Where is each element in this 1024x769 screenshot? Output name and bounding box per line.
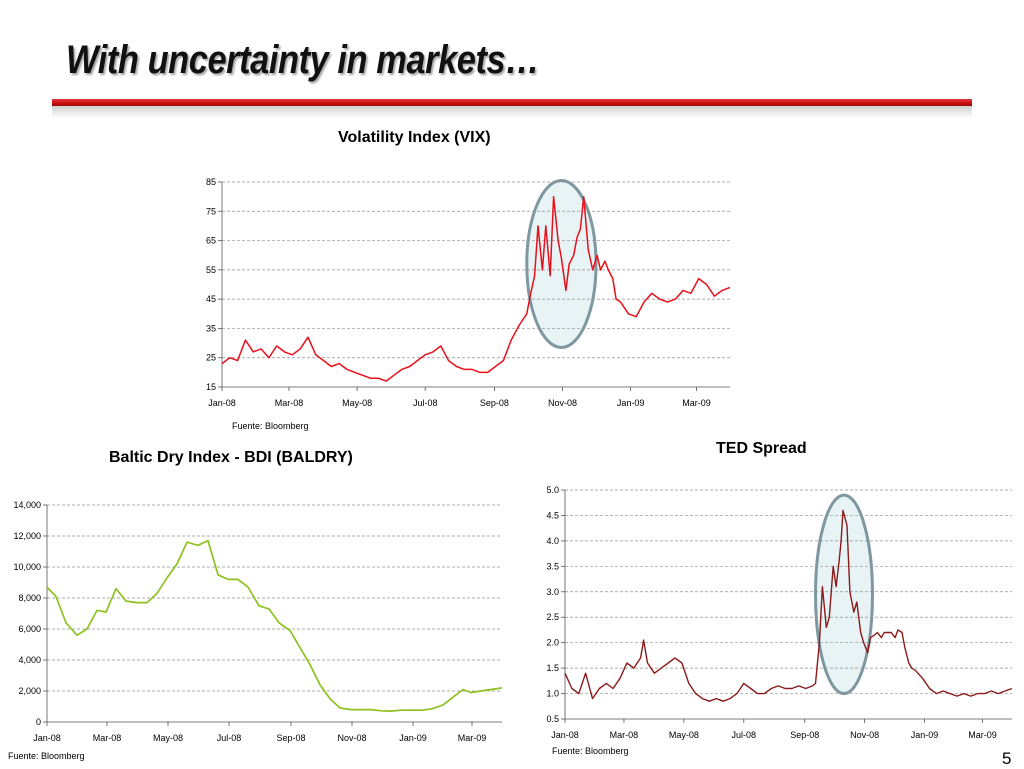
vix-xtick-label: Mar-08	[275, 398, 304, 408]
bdi-ytick-label: 8,000	[18, 593, 41, 603]
vix-xtick-label: Sep-08	[480, 398, 509, 408]
ted-ytick-label: 1.5	[546, 663, 559, 673]
ted-chart-title: TED Spread	[716, 440, 807, 457]
ted-ytick-label: 3.0	[546, 587, 559, 597]
vix-ytick-label: 55	[206, 265, 216, 275]
bdi-ytick-label: 2,000	[18, 686, 41, 696]
ted-series-line	[564, 509, 1013, 702]
ted-ytick-label: 4.0	[546, 536, 559, 546]
ted-ytick-label: 0.5	[546, 714, 559, 724]
vix-series-line	[221, 195, 731, 382]
vix-ytick-label: 15	[206, 382, 216, 392]
bdi-ytick-label: 10,000	[13, 562, 41, 572]
vix-ytick-label: 85	[206, 177, 216, 187]
bdi-ytick-label: 14,000	[13, 500, 41, 510]
vix-xtick-label: Nov-08	[548, 398, 577, 408]
bdi-xtick-label: May-08	[153, 733, 183, 743]
bdi-chart-title: Baltic Dry Index - BDI (BALDRY)	[109, 449, 353, 466]
bdi-xtick-label: Sep-08	[276, 733, 305, 743]
page-number: 5	[1002, 749, 1012, 768]
bdi-ytick-label: 12,000	[13, 531, 41, 541]
ted-xtick-label: Sep-08	[790, 730, 819, 740]
vix-source-note: Fuente: Bloomberg	[232, 421, 309, 431]
ted-ytick-label: 1.0	[546, 689, 559, 699]
bdi-ytick-label: 4,000	[18, 655, 41, 665]
vix-xtick-label: Mar-09	[682, 398, 711, 408]
title-divider-bar	[52, 99, 972, 106]
ted-xtick-label: May-08	[669, 730, 699, 740]
bdi-ytick-label: 6,000	[18, 624, 41, 634]
ted-xtick-label: Jul-08	[732, 730, 757, 740]
bdi-series-line	[46, 539, 503, 712]
bdi-xtick-label: Jan-09	[399, 733, 427, 743]
ted-ytick-label: 3.5	[546, 561, 559, 571]
vix-ytick-label: 75	[206, 206, 216, 216]
ted-xtick-label: Mar-09	[968, 730, 997, 740]
bdi-xtick-label: Mar-09	[458, 733, 487, 743]
vix-highlight-ellipse	[525, 179, 598, 349]
bdi-source-note: Fuente: Bloomberg	[8, 751, 85, 761]
vix-ytick-label: 25	[206, 353, 216, 363]
ted-xtick-label: Jan-09	[911, 730, 939, 740]
slide-title: With uncertainty in markets…	[66, 38, 540, 82]
bdi-xtick-label: Jul-08	[217, 733, 242, 743]
vix-chart-title: Volatility Index (VIX)	[338, 129, 491, 146]
vix-ytick-label: 65	[206, 236, 216, 246]
bdi-xtick-label: Mar-08	[93, 733, 122, 743]
vix-ytick-label: 45	[206, 294, 216, 304]
vix-xtick-label: May-08	[342, 398, 372, 408]
bdi-xtick-label: Nov-08	[337, 733, 366, 743]
title-divider-shadow	[52, 106, 972, 118]
ted-ytick-label: 4.5	[546, 510, 559, 520]
ted-ytick-label: 2.5	[546, 612, 559, 622]
bdi-xtick-label: Jan-08	[33, 733, 61, 743]
ted-ytick-label: 2.0	[546, 638, 559, 648]
ted-source-note: Fuente: Bloomberg	[552, 746, 629, 756]
bdi-ytick-label: 0	[36, 717, 41, 727]
vix-xtick-label: Jan-09	[617, 398, 645, 408]
ted-ytick-label: 5.0	[546, 485, 559, 495]
ted-xtick-label: Nov-08	[850, 730, 879, 740]
ted-highlight-ellipse	[814, 493, 874, 696]
vix-xtick-label: Jul-08	[413, 398, 438, 408]
vix-ytick-label: 35	[206, 323, 216, 333]
vix-xtick-label: Jan-08	[208, 398, 236, 408]
ted-xtick-label: Mar-08	[610, 730, 639, 740]
ted-xtick-label: Jan-08	[551, 730, 579, 740]
